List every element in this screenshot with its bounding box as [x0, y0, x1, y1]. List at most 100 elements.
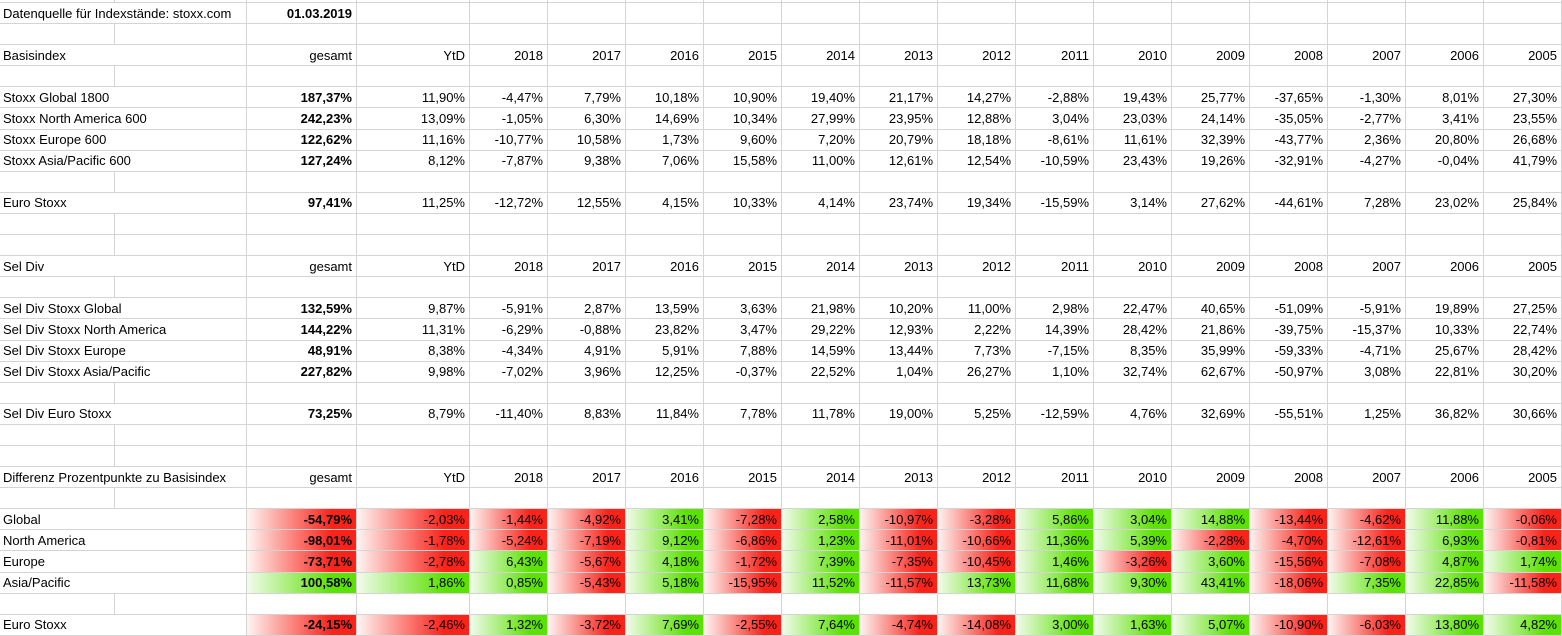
value-cell[interactable]: -51,09% [1250, 298, 1328, 320]
value-cell[interactable]: 19,89% [1406, 298, 1484, 320]
value-cell[interactable]: -43,77% [1250, 129, 1328, 151]
blank-cell[interactable] [1484, 445, 1562, 468]
blank-cell[interactable] [704, 382, 782, 404]
blank-cell[interactable] [704, 171, 782, 193]
value-cell[interactable]: 30,66% [1484, 403, 1562, 425]
blank-cell[interactable] [860, 3, 938, 25]
column-header-cell[interactable]: 2018 [470, 467, 548, 489]
column-header-cell[interactable]: 2009 [1172, 467, 1250, 489]
blank-cell[interactable] [626, 424, 704, 446]
value-cell[interactable]: 10,58% [548, 129, 626, 151]
value-cell[interactable]: 62,67% [1172, 361, 1250, 383]
diff-value-cell[interactable]: -13,44% [1250, 509, 1328, 531]
diff-value-cell[interactable]: 1,74% [1484, 551, 1562, 573]
diff-value-cell[interactable]: 7,35% [1328, 572, 1406, 594]
diff-value-cell[interactable]: -3,28% [938, 509, 1016, 531]
value-cell[interactable]: 12,93% [860, 319, 938, 341]
blank-cell[interactable] [1016, 66, 1094, 88]
blank-cell[interactable] [548, 3, 626, 25]
value-cell[interactable]: 13,09% [357, 108, 470, 130]
blank-cell[interactable] [1406, 66, 1484, 88]
column-header-cell[interactable]: 2014 [782, 256, 860, 278]
blank-cell[interactable] [1094, 0, 1172, 3]
column-header-cell[interactable]: 2013 [860, 256, 938, 278]
value-cell[interactable]: 10,18% [626, 87, 704, 109]
blank-cell[interactable] [1094, 488, 1172, 510]
date-cell[interactable]: 01.03.2019 [247, 3, 357, 25]
column-header-cell[interactable]: gesamt [247, 45, 357, 67]
value-cell[interactable]: -32,91% [1250, 150, 1328, 172]
blank-cell[interactable] [938, 235, 1016, 257]
row-label-cell[interactable]: Stoxx Asia/Pacific 600 [0, 150, 247, 172]
blank-cell[interactable] [1328, 171, 1406, 193]
value-cell[interactable]: 4,15% [626, 192, 704, 214]
diff-value-cell[interactable]: -11,58% [1484, 572, 1562, 594]
blank-cell[interactable] [357, 488, 470, 510]
blank-cell[interactable] [938, 382, 1016, 404]
diff-value-cell[interactable]: 1,86% [357, 572, 470, 594]
diff-value-cell[interactable]: -3,26% [1094, 551, 1172, 573]
blank-cell[interactable] [1328, 277, 1406, 299]
value-cell[interactable]: 11,00% [782, 150, 860, 172]
column-header-cell[interactable]: 2014 [782, 467, 860, 489]
diff-value-cell[interactable]: -0,06% [1484, 509, 1562, 531]
row-label-cell[interactable]: Europe [0, 551, 247, 573]
value-cell[interactable]: -2,88% [1016, 87, 1094, 109]
value-cell[interactable]: 12,54% [938, 150, 1016, 172]
blank-cell[interactable] [548, 593, 626, 615]
blank-cell[interactable] [1328, 424, 1406, 446]
value-cell[interactable]: -37,65% [1250, 87, 1328, 109]
blank-cell[interactable] [470, 424, 548, 446]
column-header-cell[interactable]: 2012 [938, 467, 1016, 489]
blank-cell[interactable] [115, 171, 247, 193]
value-cell[interactable]: 242,23% [247, 108, 357, 130]
diff-value-cell[interactable]: -10,66% [938, 530, 1016, 552]
blank-cell[interactable] [1328, 488, 1406, 510]
value-cell[interactable]: 1,25% [1328, 403, 1406, 425]
value-cell[interactable]: 10,90% [704, 87, 782, 109]
blank-cell[interactable] [247, 24, 357, 46]
blank-cell[interactable] [626, 382, 704, 404]
row-label-cell[interactable]: North America [0, 530, 247, 552]
value-cell[interactable]: 73,25% [247, 403, 357, 425]
value-cell[interactable]: 20,79% [860, 129, 938, 151]
blank-cell[interactable] [860, 171, 938, 193]
value-cell[interactable]: 227,82% [247, 361, 357, 383]
value-cell[interactable]: -10,59% [1016, 150, 1094, 172]
diff-value-cell[interactable]: -6,86% [704, 530, 782, 552]
value-cell[interactable]: 9,98% [357, 361, 470, 383]
diff-value-cell[interactable]: 11,88% [1406, 509, 1484, 531]
value-cell[interactable]: 2,36% [1328, 129, 1406, 151]
diff-value-cell[interactable]: -5,24% [470, 530, 548, 552]
column-header-cell[interactable]: 2009 [1172, 256, 1250, 278]
diff-value-cell[interactable]: -5,67% [548, 551, 626, 573]
value-cell[interactable]: -50,97% [1250, 361, 1328, 383]
value-cell[interactable]: 3,47% [704, 319, 782, 341]
diff-value-cell[interactable]: -11,57% [860, 572, 938, 594]
blank-cell[interactable] [626, 0, 704, 3]
blank-cell[interactable] [548, 24, 626, 46]
blank-cell[interactable] [1328, 445, 1406, 468]
value-cell[interactable]: 36,82% [1406, 403, 1484, 425]
diff-value-cell[interactable]: -15,95% [704, 572, 782, 594]
blank-cell[interactable] [470, 213, 548, 236]
value-cell[interactable]: 11,78% [782, 403, 860, 425]
value-cell[interactable]: 21,98% [782, 298, 860, 320]
blank-cell[interactable] [1094, 424, 1172, 446]
value-cell[interactable]: 22,52% [782, 361, 860, 383]
blank-cell[interactable] [938, 277, 1016, 299]
value-cell[interactable]: 8,12% [357, 150, 470, 172]
value-cell[interactable]: -7,15% [1016, 340, 1094, 362]
column-header-cell[interactable]: 2010 [1094, 467, 1172, 489]
row-label-cell[interactable]: Stoxx North America 600 [0, 108, 247, 130]
blank-cell[interactable] [1250, 66, 1328, 88]
value-cell[interactable]: -59,33% [1250, 340, 1328, 362]
diff-value-cell[interactable]: 5,07% [1172, 614, 1250, 636]
diff-value-cell[interactable]: -11,01% [860, 530, 938, 552]
value-cell[interactable]: 8,01% [1406, 87, 1484, 109]
blank-cell[interactable] [1094, 171, 1172, 193]
blank-cell[interactable] [548, 235, 626, 257]
column-header-cell[interactable]: YtD [357, 256, 470, 278]
diff-value-cell[interactable]: 7,39% [782, 551, 860, 573]
blank-cell[interactable] [247, 424, 357, 446]
